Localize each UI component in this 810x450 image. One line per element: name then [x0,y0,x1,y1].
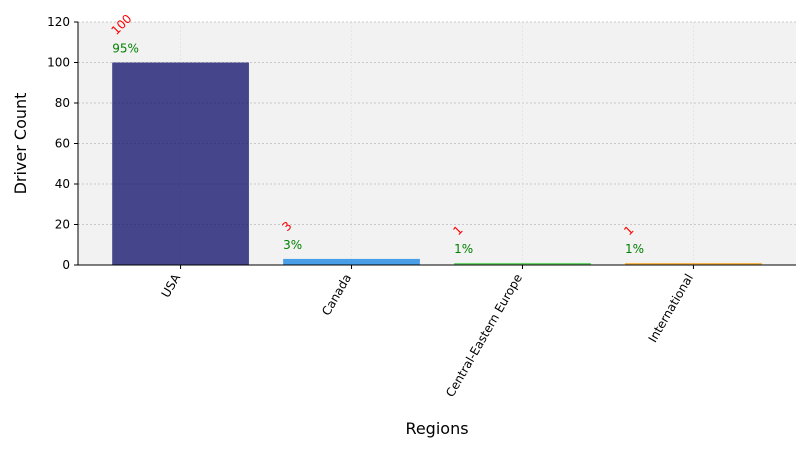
y-tick-label: 40 [55,177,70,191]
bar-usa [112,62,249,265]
y-tick-label: 100 [47,56,70,70]
y-axis-ticks: 0 20 40 60 80 100 120 [47,15,78,272]
x-tick-label: Central-Eastern Europe [443,272,525,400]
x-tick-label: International [646,272,696,345]
y-tick-label: 80 [55,96,70,110]
bar-international [625,262,762,265]
x-axis-ticks: USA Canada Central-Eastern Europe Internati… [159,265,696,399]
x-axis-title: Regions [405,419,468,438]
bar-central-eastern-europe [454,262,591,265]
bar-canada [283,258,420,265]
y-tick-label: 60 [55,137,70,151]
percent-label: 1% [454,242,473,256]
y-tick-label: 0 [62,258,70,272]
y-tick-label: 20 [55,218,70,232]
percent-label: 95% [112,42,139,56]
percent-label: 1% [625,242,644,256]
y-axis-title: Driver Count [11,93,30,195]
percent-label: 3% [283,238,302,252]
x-tick-label: Canada [319,272,354,319]
bars [112,62,762,265]
y-tick-label: 120 [47,15,70,29]
x-tick-label: USA [159,271,184,300]
